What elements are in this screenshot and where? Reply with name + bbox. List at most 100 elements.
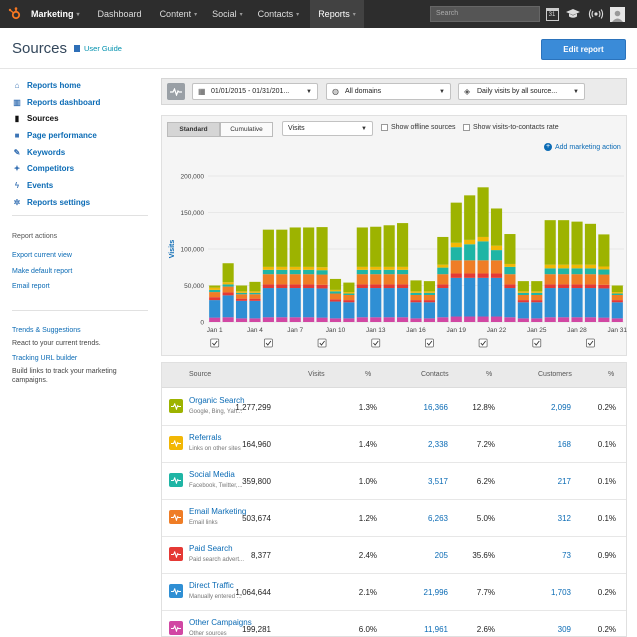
sidebar-item-reports-dashboard[interactable]: ▥ Reports dashboard [12, 94, 150, 111]
make-default-report-link[interactable]: Make default report [12, 268, 73, 275]
sidebar-item-label: Page performance [27, 130, 97, 140]
bar-segment [544, 264, 556, 269]
source-name-link[interactable]: Referrals [189, 433, 222, 442]
bar-segment [450, 273, 462, 278]
dashboard-icon: ▥ [13, 97, 21, 107]
cell-contacts[interactable]: 2,338 [427, 440, 448, 449]
tracking-url-builder-link[interactable]: Tracking URL builder [12, 355, 78, 362]
pulse-icon[interactable] [167, 83, 185, 100]
pulse-icon[interactable] [169, 510, 183, 524]
calendar-icon[interactable]: 31 [543, 5, 561, 23]
source-description: Other sources [189, 631, 227, 637]
pulse-icon[interactable] [169, 436, 183, 450]
metric-select[interactable]: Visits ▼ [282, 121, 373, 136]
checkbox-box[interactable] [463, 124, 470, 131]
pulse-icon[interactable] [169, 399, 183, 413]
cell-customers[interactable]: 309 [557, 625, 571, 634]
user-guide-link[interactable]: User Guide [74, 44, 122, 53]
export-current-view-link[interactable]: Export current view [12, 252, 72, 259]
cell-customers[interactable]: 1,703 [550, 588, 571, 597]
col-visits-pct: % [365, 371, 372, 378]
bar-segment [571, 284, 583, 289]
sidebar-item-reports-home[interactable]: ⌂ Reports home [12, 77, 150, 94]
table-row: Email Marketing Email links 503,674 1.2% 6,2… [162, 500, 626, 537]
sidebar-item-page-performance[interactable]: ■ Page performance [12, 127, 150, 144]
bar-segment [423, 300, 435, 303]
cell-customers[interactable]: 217 [557, 477, 571, 486]
cell-contacts-pct: 7.2% [476, 440, 495, 449]
cell-visits: 8,377 [250, 551, 271, 560]
sidebar-item-events[interactable]: ϟ Events [12, 177, 150, 194]
cell-visits: 503,674 [242, 514, 271, 523]
bar-segment [437, 267, 449, 275]
nav-content[interactable]: Content ▾ [157, 0, 201, 28]
add-marketing-action-link[interactable]: + Add marketing action [544, 143, 621, 151]
cell-contacts[interactable]: 6,263 [427, 514, 448, 523]
trends-suggestions-link[interactable]: Trends & Suggestions [12, 327, 81, 334]
domains-select[interactable]: ◍ All domains ▼ [326, 83, 451, 100]
bar-segment [490, 273, 503, 278]
cell-contacts[interactable]: 11,961 [424, 625, 448, 634]
sidebar-item-reports-settings[interactable]: ✲ Reports settings [12, 194, 150, 211]
cell-customers[interactable]: 312 [557, 514, 571, 523]
bar-segment [235, 285, 248, 292]
source-name-link[interactable]: Paid Search [189, 544, 233, 553]
pulse-icon[interactable] [169, 621, 183, 635]
checkbox-box[interactable] [381, 124, 388, 131]
pulse-icon[interactable] [169, 584, 183, 598]
x-tick-label: Jan 1 [207, 327, 223, 334]
bar-segment [262, 317, 274, 322]
date-range-select[interactable]: ▦ 01/01/2015 - 01/31/201... ▼ [192, 83, 318, 100]
cell-customers[interactable]: 2,099 [550, 403, 571, 412]
pulse-icon[interactable] [169, 547, 183, 561]
bar-segment [584, 268, 597, 275]
user-avatar-icon[interactable] [608, 5, 626, 23]
bar-segment [222, 295, 234, 318]
cell-contacts[interactable]: 16,366 [423, 403, 448, 412]
cell-customers[interactable]: 168 [557, 440, 571, 449]
view-select[interactable]: ◈ Daily visits by all source... ▼ [458, 83, 585, 100]
sidebar-item-label: Competitors [27, 164, 75, 174]
email-report-link[interactable]: Email report [12, 283, 50, 290]
event-marker-icon [263, 338, 273, 348]
nav-reports[interactable]: Reports ▾ [310, 0, 364, 28]
bar-segment [329, 301, 342, 319]
cell-contacts-pct: 5.0% [476, 514, 495, 523]
cell-contacts[interactable]: 205 [434, 551, 448, 560]
bar-segment [316, 288, 328, 318]
source-name-link[interactable]: Social Media [189, 470, 235, 479]
bar-segment [383, 269, 395, 275]
source-name-link[interactable]: Organic Search [189, 396, 245, 405]
standard-tab[interactable]: Standard [167, 122, 220, 137]
source-name-link[interactable]: Other Campaigns [189, 618, 252, 627]
nav-contacts[interactable]: Contacts ▾ [255, 0, 303, 28]
cell-visits-pct: 1.4% [358, 440, 377, 449]
bar-segment [235, 294, 248, 299]
pulse-icon[interactable] [169, 473, 183, 487]
cell-contacts[interactable]: 21,996 [423, 588, 448, 597]
cell-customers[interactable]: 73 [562, 551, 571, 560]
nav-marketing[interactable]: Marketing ▾ [28, 0, 83, 28]
broadcast-icon[interactable] [587, 5, 605, 23]
source-name-link[interactable]: Direct Traffic [189, 581, 234, 590]
nav-dashboard[interactable]: Dashboard [95, 0, 145, 28]
search-input[interactable]: Search [430, 6, 540, 22]
hubspot-logo-icon[interactable] [8, 7, 22, 21]
cumulative-tab[interactable]: Cumulative [220, 122, 273, 137]
bar-segment [303, 227, 315, 267]
sidebar-item-competitors[interactable]: ✦ Competitors [12, 160, 150, 177]
nav-social[interactable]: Social ▾ [209, 0, 246, 28]
edit-report-button[interactable]: Edit report [541, 39, 626, 60]
show-v2c-checkbox[interactable]: Show visits-to-contacts rate [463, 124, 559, 131]
bar-segment [289, 266, 301, 270]
source-name-link[interactable]: Email Marketing [189, 507, 247, 516]
cell-customers-pct: 0.9% [597, 551, 616, 560]
sidebar-item-sources[interactable]: ▮ Sources [12, 110, 150, 127]
cell-contacts[interactable]: 3,517 [427, 477, 448, 486]
bar-segment [209, 292, 221, 298]
graduation-cap-icon[interactable] [564, 5, 582, 23]
bar-segment [316, 227, 328, 268]
event-marker-check [319, 340, 325, 346]
show-offline-checkbox[interactable]: Show offline sources [381, 124, 455, 131]
sidebar-item-keywords[interactable]: ✎ Keywords [12, 144, 150, 161]
